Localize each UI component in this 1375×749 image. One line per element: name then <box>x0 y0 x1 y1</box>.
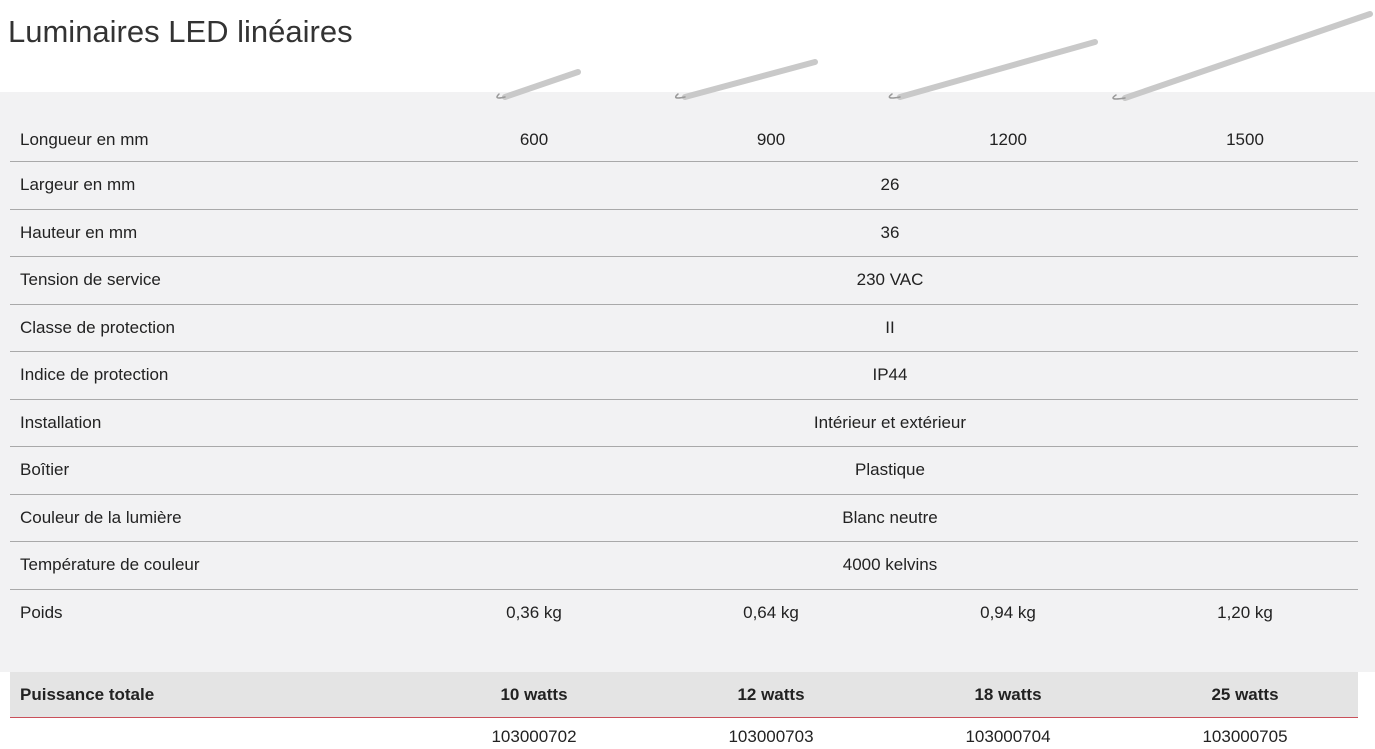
row-label: Température de couleur <box>20 555 200 575</box>
power-value: 10 watts <box>416 685 653 705</box>
row-value: 900 <box>653 130 890 150</box>
power-label: Puissance totale <box>20 685 154 705</box>
article-number: 103000703 <box>653 727 890 747</box>
row-value: 4000 kelvins <box>416 555 1364 575</box>
article-number: 103000705 <box>1127 727 1364 747</box>
row-label: Largeur en mm <box>20 175 135 195</box>
row-value: 230 VAC <box>416 270 1364 290</box>
row-value: 26 <box>416 175 1364 195</box>
product-images <box>0 0 1375 110</box>
row-value: 0,36 kg <box>416 603 653 623</box>
power-value: 25 watts <box>1127 685 1364 705</box>
row-label: Tension de service <box>20 270 161 290</box>
row-value: 1,20 kg <box>1127 603 1364 623</box>
row-value: 36 <box>416 223 1364 243</box>
row-value: 0,64 kg <box>653 603 890 623</box>
row-label: Hauteur en mm <box>20 223 137 243</box>
tube-600 <box>497 72 578 98</box>
row-value: IP44 <box>416 365 1364 385</box>
power-value: 18 watts <box>890 685 1127 705</box>
tube-1500 <box>1113 14 1370 99</box>
row-label: Boîtier <box>20 460 69 480</box>
power-value: 12 watts <box>653 685 890 705</box>
article-number: 103000702 <box>416 727 653 747</box>
article-number: 103000704 <box>890 727 1127 747</box>
row-label: Classe de protection <box>20 318 175 338</box>
row-label: Poids <box>20 603 63 623</box>
row-label: Indice de protection <box>20 365 168 385</box>
row-value: 1200 <box>890 130 1127 150</box>
row-label: Couleur de la lumière <box>20 508 182 528</box>
tube-1200 <box>889 42 1095 98</box>
row-value: 0,94 kg <box>890 603 1127 623</box>
tube-900 <box>676 62 815 98</box>
row-value: II <box>416 318 1364 338</box>
row-value: 600 <box>416 130 653 150</box>
row-value: Plastique <box>416 460 1364 480</box>
row-value: 1500 <box>1127 130 1364 150</box>
row-label: Longueur en mm <box>20 130 149 150</box>
row-value: Blanc neutre <box>416 508 1364 528</box>
row-label: Installation <box>20 413 101 433</box>
row-value: Intérieur et extérieur <box>416 413 1364 433</box>
page: {"title": "Luminaires LED linéaires", "t… <box>0 0 1375 749</box>
